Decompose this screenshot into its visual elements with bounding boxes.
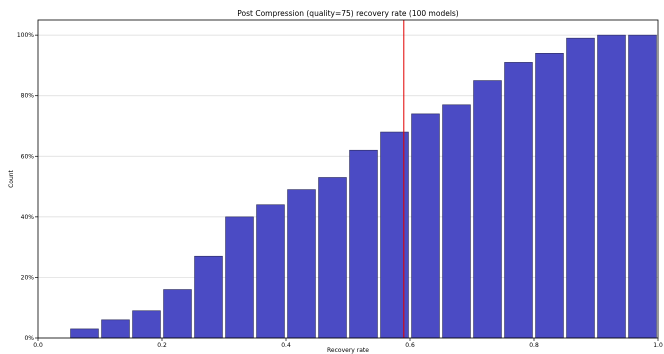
plot-area (38, 20, 658, 338)
y-tick-label: 0% (24, 335, 34, 342)
y-tick-label: 80% (21, 93, 35, 100)
y-axis-label: Count (8, 169, 15, 187)
bar (256, 204, 285, 339)
x-tick-label: 0.2 (157, 342, 167, 349)
bar (163, 289, 192, 339)
bar (225, 216, 254, 339)
x-tick-label: 1.0 (653, 342, 663, 349)
x-tick-label: 0.4 (281, 342, 291, 349)
bar (101, 319, 130, 339)
bar (442, 104, 471, 339)
plot-frame (37, 19, 659, 339)
bar (504, 62, 533, 339)
bar (132, 310, 161, 339)
bar (628, 34, 657, 339)
y-tick-label: 20% (21, 274, 35, 281)
bars-group (70, 34, 657, 339)
y-axis-ticks: 0% 20% 40% 60% 80% 100% (17, 32, 38, 342)
bar (194, 255, 223, 339)
x-tick-label: 0.8 (529, 342, 539, 349)
bar (535, 53, 564, 339)
bar (318, 177, 347, 339)
x-axis-ticks: 0.0 0.2 0.4 0.6 0.8 1.0 (33, 338, 663, 349)
y-tick-label: 60% (21, 153, 35, 160)
y-tick-label: 100% (17, 32, 34, 39)
bar (70, 328, 99, 339)
bar (597, 34, 626, 339)
bar (349, 149, 378, 339)
bar (411, 113, 440, 339)
chart-title: Post Compression (quality=75) recovery r… (237, 9, 459, 18)
x-tick-label: 0.6 (405, 342, 415, 349)
x-tick-label: 0.0 (33, 342, 43, 349)
y-tick-label: 40% (21, 214, 35, 221)
bar (473, 80, 502, 339)
bar (566, 37, 595, 339)
x-axis-label: Recovery rate (327, 347, 369, 354)
bar (287, 189, 316, 339)
